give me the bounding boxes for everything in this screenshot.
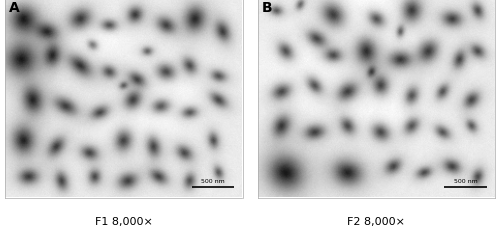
Text: A: A [9,1,20,15]
Text: 500 nm: 500 nm [201,179,225,184]
Text: 500 nm: 500 nm [454,179,477,184]
Text: F2 8,000×: F2 8,000× [347,217,405,227]
Text: B: B [262,1,272,15]
Text: F1 8,000×: F1 8,000× [95,217,152,227]
